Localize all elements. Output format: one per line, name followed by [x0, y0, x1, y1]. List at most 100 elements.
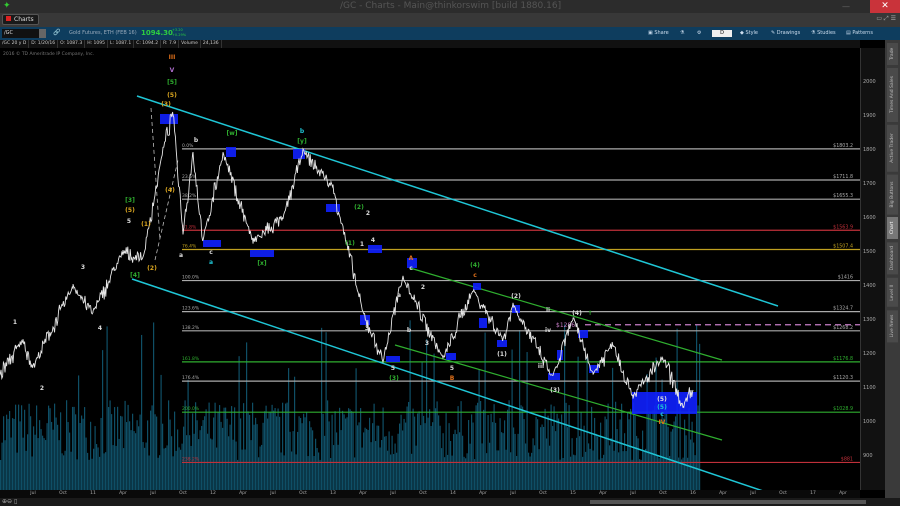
zoom-controls-icon[interactable]: ⊕⊖ ▯ [2, 498, 18, 505]
symbol-dropdown-button[interactable] [39, 29, 46, 38]
side-tab-dashboard[interactable]: Dashboard [887, 242, 898, 275]
volume-bar [573, 454, 575, 490]
price-axis[interactable]: 900 1000 1100 1200 1300 1400 1500 1600 1700 1800 1… [860, 48, 885, 490]
copyright: 2016 © TD Ameritrade IP Company, Inc. [3, 52, 95, 57]
volume-bar [6, 414, 8, 490]
volume-bar [682, 457, 684, 490]
share-button[interactable]: ▣ Share [648, 30, 669, 36]
window-controls[interactable]: ▭ ⤢ ☰ [876, 15, 896, 22]
volume-bar [133, 431, 135, 490]
volume-bar [562, 457, 564, 490]
info-date: D: 1/20/16 [29, 40, 59, 48]
volume-bar [265, 405, 267, 490]
wave-label: a [397, 292, 401, 299]
wave-label: [4] [130, 272, 140, 279]
side-tab-level-ii[interactable]: Level II [887, 277, 898, 307]
volume-bar [177, 429, 179, 490]
window-title: /GC - Charts - Main@thinkorswim [build 1… [340, 1, 562, 11]
volume-bar [328, 421, 330, 490]
volume-bar [553, 406, 555, 490]
volume-bar [234, 407, 236, 490]
volume-bar [264, 411, 266, 490]
volume-bar [276, 416, 278, 490]
studies-button[interactable]: ⚗ Studies [811, 30, 836, 36]
volume-bar [183, 426, 185, 490]
wave-label: 5 [391, 365, 395, 372]
volume-bar [252, 402, 254, 490]
horizontal-scrollbar[interactable] [590, 500, 866, 504]
volume-bar [75, 414, 77, 490]
aggregation-selector[interactable]: D [712, 30, 732, 37]
volume-bar [195, 402, 197, 490]
volume-bar [339, 407, 341, 490]
volume-bar [697, 405, 699, 490]
drawings-label: Drawings [776, 30, 801, 36]
volume-bar [208, 402, 210, 490]
price-chart[interactable]: 0.0% $1803.223.6% $1711.838.2% $1655.361.8%… [0, 48, 860, 490]
wave-marker-box [446, 353, 456, 360]
volume-bar [366, 428, 368, 490]
wave-marker-box [250, 250, 274, 257]
volume-bar [519, 330, 521, 490]
flask-icon[interactable]: ⚗ [680, 30, 685, 36]
patterns-button[interactable]: ▤ Patterns [846, 30, 873, 36]
volume-bar [33, 426, 35, 490]
volume-bar [387, 450, 389, 490]
wave-label: b [194, 137, 199, 144]
side-tab-trade[interactable]: Trade [887, 43, 898, 65]
wave-label: IV [659, 419, 666, 426]
wave-label: [3] [125, 197, 135, 204]
volume-bar [34, 434, 36, 490]
volume-bar [190, 445, 192, 490]
style-button[interactable]: ◆ Style [740, 30, 758, 36]
volume-bar [532, 438, 534, 490]
side-tab-active-trader[interactable]: Active Trader [887, 125, 898, 172]
volume-bar [541, 424, 543, 490]
side-tab-big-buttons[interactable]: Big Buttons [887, 174, 898, 215]
volume-bar [19, 421, 21, 490]
volume-bar [498, 450, 500, 490]
tab-charts[interactable]: Charts [2, 14, 39, 25]
price-tick: 2000 [863, 79, 876, 85]
volume-bar [159, 455, 161, 490]
volume-bar [561, 414, 563, 490]
volume-bar [102, 350, 104, 490]
minimize-button[interactable]: — [842, 2, 850, 11]
volume-bar [262, 422, 264, 490]
symbol-description: Gold Futures, ETH (FEB 16) [69, 30, 137, 36]
price-tick: 1300 [863, 317, 876, 323]
volume-bar [405, 422, 407, 490]
wave-marker-box [473, 283, 481, 290]
volume-bar [403, 418, 405, 490]
side-tab-times-and-sales[interactable]: Times And Sales [887, 68, 898, 122]
volume-bar [367, 430, 369, 490]
volume-bar [211, 439, 213, 490]
volume-bar [484, 332, 486, 490]
volume-bar [382, 407, 384, 490]
side-tab-live-news[interactable]: Live News [887, 309, 898, 342]
volume-bar [18, 404, 20, 490]
volume-bar [54, 403, 56, 490]
volume-bar [631, 459, 633, 490]
wave-marker-box [368, 245, 382, 253]
date-axis[interactable]: Jul Oct 11 Apr Jul Oct 12 Apr Jul Oct 13 Apr Jul Oct 1… [0, 490, 860, 498]
volume-bar [528, 452, 530, 490]
volume-bar [379, 447, 381, 490]
volume-bar [76, 459, 78, 490]
volume-bar [322, 413, 324, 490]
symbol-input[interactable]: /GC [2, 29, 44, 38]
volume-bar [256, 424, 258, 490]
date-tick: Jul [630, 491, 636, 496]
volume-bar [460, 401, 462, 490]
drawings-button[interactable]: ✎ Drawings [771, 30, 801, 36]
volume-bar [513, 427, 515, 490]
link-icon[interactable]: 🔗 [53, 29, 61, 36]
side-tab-chart[interactable]: Chart [887, 217, 898, 240]
volume-bar [475, 405, 477, 490]
volume-bar [358, 422, 360, 490]
volume-bar [138, 426, 140, 490]
close-button[interactable]: ✕ [870, 0, 900, 13]
gear-icon[interactable]: ⚙ [697, 30, 702, 36]
volume-bar [502, 433, 504, 490]
volume-bar [357, 425, 359, 490]
